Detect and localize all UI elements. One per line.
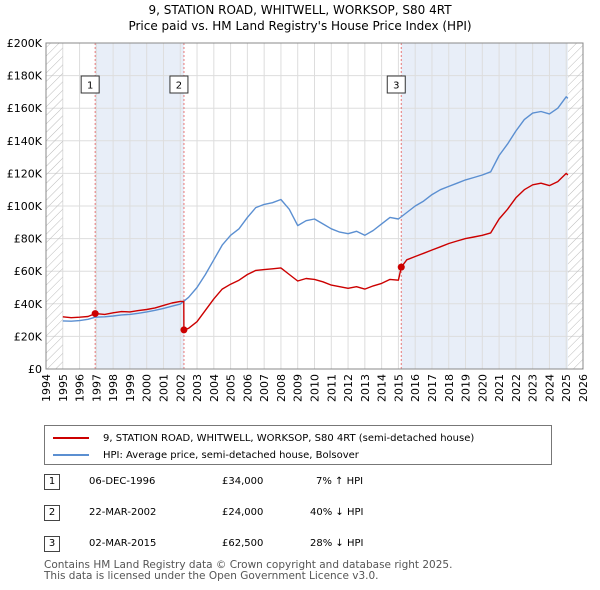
marker-label-box <box>386 75 406 94</box>
y-tick-label: £60K <box>14 265 43 278</box>
legend-swatch-price <box>53 437 89 439</box>
marker-label: 1 <box>87 81 93 92</box>
sale-point <box>180 326 188 334</box>
sale-point <box>91 310 99 318</box>
transaction-delta: 7% ↑ HPI <box>316 476 364 487</box>
x-tick-label: 2007 <box>258 374 271 402</box>
x-tick-label: 1998 <box>107 374 120 402</box>
x-tick-label: 2000 <box>141 374 154 402</box>
x-tick-label: 2004 <box>208 374 221 402</box>
transaction-row: 1 06-DEC-1996 £34,000 7% ↑ HPI <box>44 474 564 492</box>
transaction-number: 2 <box>44 505 60 521</box>
x-tick-label: 2003 <box>191 374 204 402</box>
footer-licence: This data is licensed under the Open Gov… <box>44 570 379 582</box>
transaction-price: £62,500 <box>222 538 264 549</box>
price-chart: 1 2 3 £0 £20K £40K £60K £80K £100K £120K £140K £16… <box>7 37 590 402</box>
transaction-row: 3 02-MAR-2015 £62,500 28% ↓ HPI <box>44 536 564 554</box>
x-tick-label: 2019 <box>460 374 473 402</box>
x-tick-label: 2001 <box>157 374 170 402</box>
transaction-number: 3 <box>44 536 60 552</box>
hatch-region-right <box>567 43 583 369</box>
legend-label-price: 9, STATION ROAD, WHITWELL, WORKSOP, S80 … <box>103 432 475 444</box>
legend-label-hpi: HPI: Average price, semi-detached house,… <box>103 449 359 461</box>
y-tick-label: £180K <box>7 70 43 83</box>
x-tick-label: 2002 <box>174 374 187 402</box>
marker-label-box <box>169 75 189 94</box>
transaction-number: 1 <box>44 474 60 490</box>
footer-copyright: Contains HM Land Registry data © Crown c… <box>44 559 453 571</box>
legend-item-hpi: HPI: Average price, semi-detached house,… <box>53 447 359 463</box>
y-tick-label: £120K <box>7 167 43 180</box>
x-tick-label: 1999 <box>124 374 137 402</box>
x-tick-label: 2020 <box>476 374 489 402</box>
x-tick-label: 2022 <box>510 374 523 402</box>
x-tick-label: 1994 <box>40 374 53 402</box>
x-tick-label: 1995 <box>57 374 70 402</box>
x-tick-label: 2023 <box>527 374 540 402</box>
y-tick-label: £160K <box>7 102 43 115</box>
x-tick-label: 2014 <box>376 374 389 402</box>
x-tick-label: 2012 <box>342 374 355 402</box>
y-tick-label: £140K <box>7 135 43 148</box>
x-tick-label: 2011 <box>325 374 338 402</box>
marker-label-box <box>80 75 100 94</box>
x-tick-label: 2018 <box>443 374 456 402</box>
legend: 9, STATION ROAD, WHITWELL, WORKSOP, S80 … <box>44 425 552 465</box>
hatch-region-left <box>46 43 63 369</box>
x-tick-label: 1996 <box>74 374 87 402</box>
transaction-price: £34,000 <box>222 476 264 487</box>
sale-point <box>397 263 405 271</box>
legend-swatch-hpi <box>53 454 89 456</box>
x-tick-label: 2006 <box>241 374 254 402</box>
x-tick-label: 2024 <box>543 374 556 402</box>
price-paid-line <box>62 172 569 331</box>
marker-label: 3 <box>393 81 399 92</box>
x-tick-label: 2010 <box>309 374 322 402</box>
transaction-delta: 28% ↓ HPI <box>310 538 364 549</box>
x-tick-label: 2015 <box>392 374 405 402</box>
transaction-price: £24,000 <box>222 507 264 518</box>
x-tick-label: 2016 <box>409 374 422 402</box>
transaction-date: 02-MAR-2015 <box>89 538 157 549</box>
plot-frame <box>45 42 584 370</box>
y-tick-label: £100K <box>7 200 43 213</box>
transaction-date: 06-DEC-1996 <box>89 476 156 487</box>
footer: Contains HM Land Registry data © Crown c… <box>44 560 452 582</box>
hpi-line <box>62 96 569 322</box>
y-tick-label: £200K <box>7 37 43 50</box>
transaction-delta: 40% ↓ HPI <box>310 507 364 518</box>
x-tick-label: 2025 <box>560 374 573 402</box>
x-tick-label: 2026 <box>577 374 590 402</box>
marker-label: 2 <box>176 81 182 92</box>
y-tick-label: £0 <box>28 363 42 376</box>
y-tick-label: £80K <box>14 233 43 246</box>
y-tick-label: £20K <box>14 330 43 343</box>
x-tick-label: 1997 <box>90 374 103 402</box>
x-tick-label: 2013 <box>359 374 372 402</box>
x-tick-label: 2009 <box>292 374 305 402</box>
x-tick-label: 2021 <box>493 374 506 402</box>
chart-subtitle: Price paid vs. HM Land Registry's House … <box>128 19 472 33</box>
transaction-date: 22-MAR-2002 <box>89 507 157 518</box>
x-tick-label: 2008 <box>275 374 288 402</box>
transaction-row: 2 22-MAR-2002 £24,000 40% ↓ HPI <box>44 505 564 523</box>
x-tick-label: 2017 <box>426 374 439 402</box>
legend-item-price: 9, STATION ROAD, WHITWELL, WORKSOP, S80 … <box>53 430 474 446</box>
x-tick-label: 2005 <box>225 374 238 402</box>
chart-title: 9, STATION ROAD, WHITWELL, WORKSOP, S80 … <box>148 3 452 17</box>
y-tick-label: £40K <box>14 298 43 311</box>
